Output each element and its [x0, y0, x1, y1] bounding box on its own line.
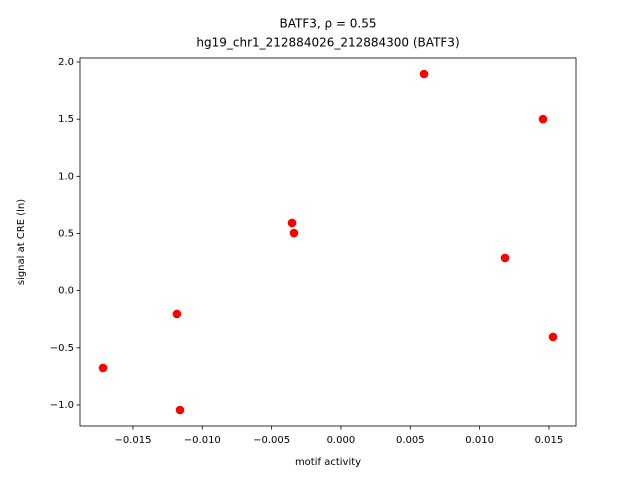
- y-tick-label: 2.0: [58, 57, 74, 68]
- x-tick-label: 0.000: [327, 435, 356, 446]
- point: [287, 218, 297, 228]
- y-axis-label: signal at CRE (ln): [16, 199, 27, 285]
- chart-subtitle: hg19_chr1_212884026_212884300 (BATF3): [196, 36, 459, 50]
- y-tick-label: 1.0: [58, 171, 74, 182]
- point: [175, 405, 185, 415]
- point: [289, 228, 299, 238]
- point: [98, 363, 108, 373]
- x-tick-label: 0.005: [396, 435, 425, 446]
- x-axis-label: motif activity: [295, 457, 361, 468]
- y-tick-label: −1.0: [50, 400, 74, 411]
- y-tick-label: 0.5: [58, 228, 74, 239]
- chart-title: BATF3, ρ = 0.55: [279, 17, 376, 31]
- x-tick-label: −0.005: [253, 435, 290, 446]
- x-tick-label: 0.015: [535, 435, 564, 446]
- point: [500, 253, 510, 263]
- x-tick-label: −0.015: [114, 435, 151, 446]
- y-tick-label: 1.5: [58, 114, 74, 125]
- point: [538, 114, 548, 124]
- x-tick-label: −0.010: [184, 435, 221, 446]
- plot-frame: [79, 57, 577, 427]
- point: [548, 332, 558, 342]
- x-tick-label: 0.010: [465, 435, 494, 446]
- y-tick-label: 0.0: [58, 286, 74, 297]
- point: [172, 309, 182, 319]
- point: [419, 69, 429, 79]
- y-tick-label: −0.5: [50, 343, 74, 354]
